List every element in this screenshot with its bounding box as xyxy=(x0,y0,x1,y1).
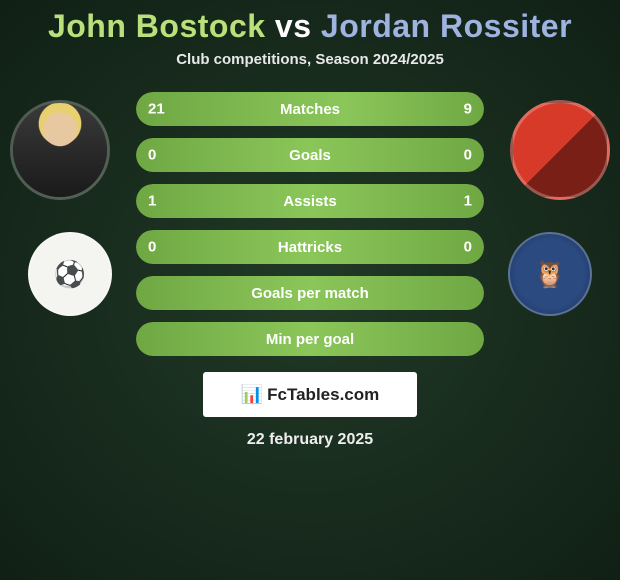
stat-row: Min per goal xyxy=(136,322,484,356)
title-player2: Jordan Rossiter xyxy=(321,8,572,44)
stat-value-left: 0 xyxy=(148,147,156,164)
stat-row: 1 1 Assists xyxy=(136,184,484,218)
stat-row: Goals per match xyxy=(136,276,484,310)
stat-value-right: 0 xyxy=(464,239,472,256)
page-title: John Bostock vs Jordan Rossiter xyxy=(48,8,572,45)
stat-label: Hattricks xyxy=(278,239,342,256)
title-vs: vs xyxy=(275,8,312,44)
stat-label: Assists xyxy=(283,193,336,210)
stat-bar-fill-left xyxy=(136,138,310,172)
stat-value-right: 1 xyxy=(464,193,472,210)
player1-avatar xyxy=(10,100,110,200)
stat-label: Min per goal xyxy=(266,331,354,348)
stats-area: ⚽ 🦉 21 9 Matches 0 0 Goals 1 1 Assists 0 0 Hattrick… xyxy=(0,92,620,449)
stat-bar-fill-right xyxy=(310,138,484,172)
player1-club-badge: ⚽ xyxy=(28,232,112,316)
owl-icon: 🦉 xyxy=(534,259,566,290)
chart-icon: 📊 xyxy=(241,384,259,405)
stat-value-left: 1 xyxy=(148,193,156,210)
stat-label: Goals xyxy=(289,147,331,164)
stat-value-left: 21 xyxy=(148,101,165,118)
player2-club-badge: 🦉 xyxy=(508,232,592,316)
title-player1: John Bostock xyxy=(48,8,266,44)
stat-value-right: 9 xyxy=(464,101,472,118)
subtitle: Club competitions, Season 2024/2025 xyxy=(176,51,444,68)
stat-row: 21 9 Matches xyxy=(136,92,484,126)
player2-avatar xyxy=(510,100,610,200)
shield-icon: ⚽ xyxy=(54,259,86,290)
stat-label: Goals per match xyxy=(251,285,369,302)
stat-value-left: 0 xyxy=(148,239,156,256)
brand-box[interactable]: 📊 FcTables.com xyxy=(203,372,418,417)
brand-text: FcTables.com xyxy=(267,385,379,405)
content-wrapper: John Bostock vs Jordan Rossiter Club com… xyxy=(0,0,620,449)
stat-bars-container: 21 9 Matches 0 0 Goals 1 1 Assists 0 0 Hattricks Goa… xyxy=(136,92,484,356)
stat-value-right: 0 xyxy=(464,147,472,164)
date-text: 22 february 2025 xyxy=(247,431,373,449)
player1-photo-placeholder xyxy=(13,103,107,197)
stat-row: 0 0 Goals xyxy=(136,138,484,172)
stat-label: Matches xyxy=(280,101,340,118)
stat-row: 0 0 Hattricks xyxy=(136,230,484,264)
